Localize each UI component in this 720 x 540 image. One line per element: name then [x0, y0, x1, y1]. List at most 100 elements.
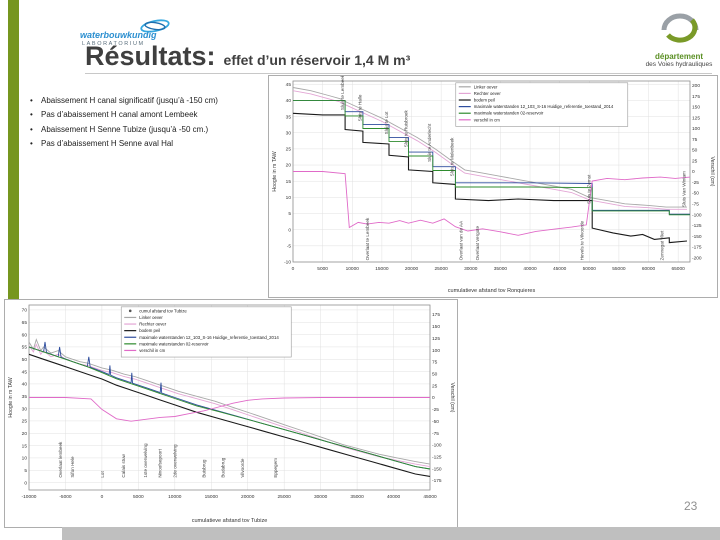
x-tick-label: -10000 — [22, 494, 37, 500]
legend-label: bodem peil — [474, 98, 495, 103]
series-line — [293, 99, 690, 216]
departement-wordmark: département — [654, 52, 703, 61]
legend-label: cumul afstand tov Tubize — [139, 308, 187, 313]
y-right-tick-label: -100 — [432, 443, 442, 449]
y-right-tick-label: -75 — [692, 202, 699, 208]
bottom-gray-bar — [62, 527, 720, 540]
y-right-tick-label: -25 — [432, 407, 439, 413]
x-tick-label: 25000 — [434, 266, 448, 272]
y-right-tick-label: 75 — [432, 360, 438, 366]
y-right-tick-label: 25 — [432, 383, 438, 389]
legend-label: verschil in cm — [139, 348, 165, 353]
waterbouwkundig-wordmark: waterbouwkundig — [80, 30, 157, 40]
series-line — [28, 343, 431, 468]
legend-box — [120, 306, 292, 358]
annotation-label: Sluis te Molenbeek — [450, 137, 455, 177]
series-line — [293, 171, 691, 236]
waterbouwkundig-logo: waterbouwkundig LABORATORIUM — [74, 18, 192, 52]
annotation-label: Sluis te Anderlecht — [427, 123, 432, 162]
y-right-tick-label: 125 — [432, 336, 440, 342]
y-left-tick-label: 5 — [288, 211, 291, 217]
y-right-tick-label: 150 — [692, 105, 700, 111]
y-right-tick-label: -25 — [692, 180, 699, 186]
legend-label: maximale waterstanden 02-reservoir — [139, 341, 209, 346]
y-right-tick-label: -50 — [432, 419, 439, 425]
y-right-tick-label: 50 — [432, 371, 438, 377]
y-left-tick-label: 0 — [288, 227, 291, 233]
y-right-tick-label: 75 — [692, 137, 698, 143]
annotation-label: 1ste overwelving — [143, 443, 148, 478]
y-right-tick-label: -150 — [692, 234, 702, 240]
x-tick-label: 60000 — [642, 266, 656, 272]
x-tick-label: 35000 — [494, 266, 508, 272]
series-line — [28, 346, 431, 470]
x-tick-label: 40000 — [387, 494, 401, 500]
x-tick-label: 15000 — [205, 494, 219, 500]
y-right-tick-label: -125 — [692, 223, 702, 229]
annotation-label: Overlaat Vergote — [475, 225, 480, 260]
y-left-tick-label: 50 — [22, 357, 28, 363]
x-tick-label: 0 — [292, 266, 295, 272]
y-left-tick-label: 35 — [22, 394, 28, 400]
y-right-tick-label: 150 — [432, 324, 440, 330]
annotation-label: Hevels te Vilvoorde — [579, 220, 584, 260]
legend-label: Rechter oever — [139, 322, 167, 327]
annotation-label: Sluis te Halle — [358, 94, 363, 121]
x-tick-label: 50000 — [583, 266, 597, 272]
annotation-label: Overlaat lembeek — [58, 441, 63, 478]
title-underline — [85, 73, 712, 74]
bullet-dot: • — [30, 139, 33, 149]
x-tick-label: 30000 — [314, 494, 328, 500]
y-left-tick-label: 15 — [286, 179, 292, 185]
x-tick-label: 10000 — [168, 494, 182, 500]
x-tick-label: 10000 — [346, 266, 360, 272]
laboratorium-wordmark: LABORATORIUM — [82, 41, 145, 47]
x-tick-label: 55000 — [612, 266, 626, 272]
y-right-tick-label: -175 — [432, 478, 442, 484]
bullet-text: Pas d’abaissement H Senne aval Hal — [41, 139, 174, 149]
y-left-tick-label: 10 — [286, 195, 292, 201]
y-left-tick-label: -5 — [287, 244, 292, 250]
departement-subtitle: des Voies hydrauliques — [645, 61, 713, 68]
y-right-tick-label: -50 — [692, 191, 699, 197]
annotation-label: Overlaat te Lembeek — [365, 217, 370, 260]
y-left-tick-label: 45 — [22, 369, 28, 375]
chart-canal-ronquieres-svg: 0 5000 10000 15000 20000 25000 30000 35000 40000… — [272, 74, 715, 294]
y-left-tick-label: 45 — [286, 82, 292, 88]
y-left-tick-label: 0 — [24, 480, 27, 486]
y-right-tick-label: 50 — [692, 148, 698, 154]
left-accent-bar — [8, 0, 19, 483]
y-left-tick-label: 20 — [286, 163, 292, 169]
legend-label: bodem peil — [139, 328, 160, 333]
y-right-axis-label: Verschil (cm) — [709, 157, 715, 187]
annotation-label: Sluis Van Wintam — [681, 171, 686, 207]
y-left-tick-label: 5 — [24, 468, 27, 474]
y-right-tick-label: 200 — [692, 83, 700, 89]
y-right-axis-label: Verschil (cm) — [449, 383, 455, 413]
departement-swirl-icon — [661, 13, 699, 43]
page-number: 23 — [684, 499, 698, 513]
annotation-label: Sifon Hele — [70, 456, 75, 478]
x-tick-label: 5000 — [133, 494, 144, 500]
y-left-tick-label: 55 — [22, 345, 28, 351]
x-axis-label: cumulatieve afstand tov Tubize — [192, 518, 268, 524]
series-line — [28, 341, 431, 470]
y-right-tick-label: 25 — [692, 158, 698, 164]
x-axis-label: cumulatieve afstand tov Ronquieres — [448, 288, 536, 294]
annotation-label: Sluis te Ruisbroek — [403, 110, 408, 148]
legend-box — [455, 82, 629, 127]
bullet-item: • Abaissement H canal significatif (jusqu… — [30, 96, 260, 106]
chart-senne-tubize: -10000 -5000 0 5000 10000 15000 20000 25000 3000… — [4, 299, 458, 528]
bullet-list: • Abaissement H canal significatif (jusqu… — [30, 96, 260, 154]
slide-title-sub: effet d’un réservoir 1,4 M m³ — [223, 52, 411, 68]
y-left-tick-label: 65 — [22, 320, 28, 326]
bullet-dot: • — [30, 96, 33, 105]
y-left-axis-label: Hoogte in m TAW — [8, 377, 14, 417]
y-left-tick-label: 30 — [22, 406, 28, 412]
bullet-text: Abaissement H canal significatif (jusqu’… — [41, 96, 218, 105]
y-left-tick-label: 10 — [22, 456, 28, 462]
y-left-tick-label: 30 — [286, 130, 292, 136]
annotation-label: Overlaat van de AA — [458, 220, 463, 261]
y-left-tick-label: 25 — [286, 147, 292, 153]
y-left-tick-label: 70 — [22, 308, 28, 314]
